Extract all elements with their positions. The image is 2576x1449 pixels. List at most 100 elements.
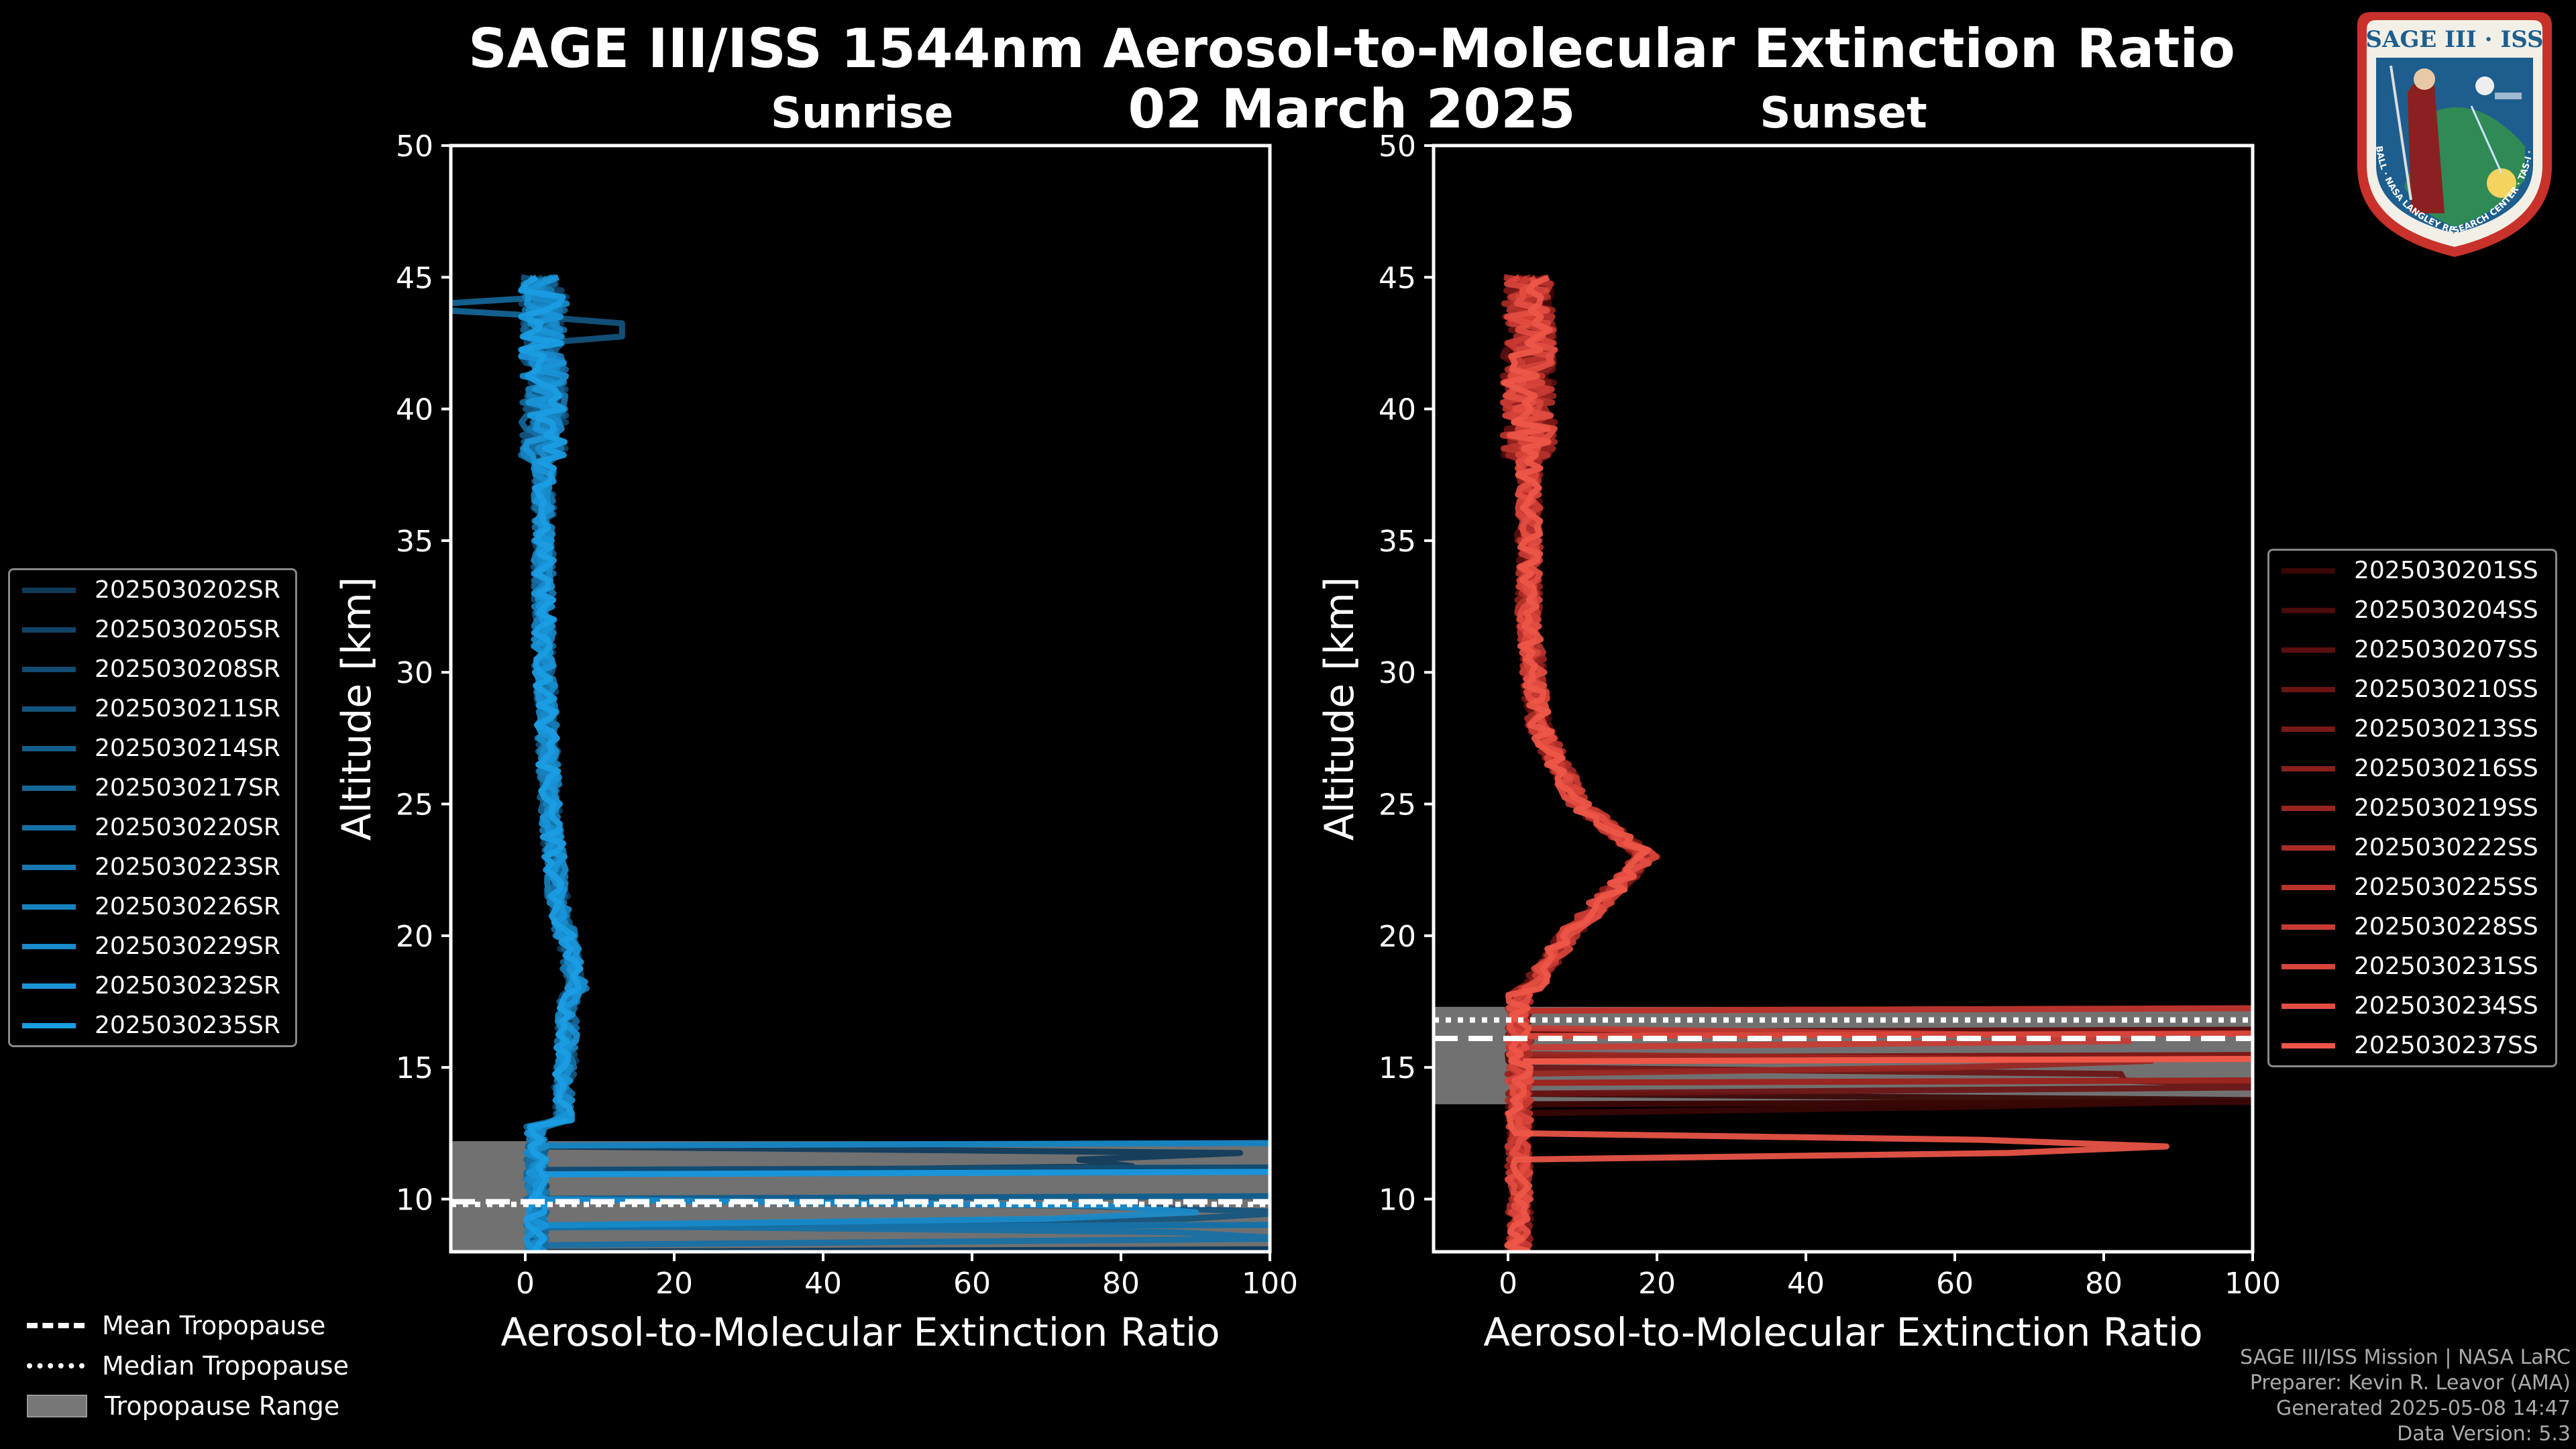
profile-line <box>1501 274 2169 1252</box>
sage-iii-iss-logo: SAGE III · ISS BALL · NASA LANGLEY RESEA… <box>2344 12 2552 257</box>
legend-label: 2025030219SS <box>2354 794 2538 822</box>
legend-swatch <box>22 824 76 830</box>
x-tick-label: 0 <box>516 1267 535 1301</box>
footer-line-2: Preparer: Kevin R. Leavor (AMA) <box>2249 1371 2571 1395</box>
legend-swatch <box>22 706 76 712</box>
legend-swatch <box>2282 686 2335 692</box>
legend-swatch <box>22 904 76 910</box>
x-tick-label: 60 <box>1936 1267 1974 1301</box>
profile-tail <box>540 1164 1270 1173</box>
chart-title: SAGE III/ISS 1544nm Aerosol-to-Molecular… <box>468 17 2235 80</box>
legend-swatch <box>22 666 76 672</box>
footer-credits: SAGE III/ISS Mission | NASA LaRC Prepare… <box>2240 1345 2571 1447</box>
y-tick-label: 25 <box>1379 788 1416 822</box>
legend-label: 2025030205SR <box>95 616 280 643</box>
legend-item: 2025030216SS <box>2269 749 2555 788</box>
legend-swatch <box>22 864 76 870</box>
x-tick-label: 80 <box>1102 1267 1140 1301</box>
legend-label: 2025030204SS <box>2354 596 2538 624</box>
chart-date: 02 March 2025 <box>1128 78 1576 140</box>
legend-range: Tropopause Range <box>20 1386 349 1426</box>
legend-label: 2025030232SR <box>95 972 280 1000</box>
y-axis-label: Altitude [km] <box>333 577 380 841</box>
y-axis-label: Altitude [km] <box>1316 577 1363 841</box>
legend-label: 2025030217SR <box>95 774 280 802</box>
legend-swatch <box>22 1022 76 1028</box>
legend-sunrise: 2025030202SR 2025030205SR 2025030208SR 2025… <box>8 568 297 1047</box>
legend-item: 2025030225SS <box>2269 867 2555 907</box>
profile-tail <box>1523 1005 2253 1014</box>
legend-swatch <box>22 745 76 751</box>
legend-label: 2025030235SR <box>95 1012 280 1039</box>
profile-line <box>520 274 1270 1252</box>
legend-label: 2025030202SR <box>95 576 280 604</box>
x-tick-label: 20 <box>655 1267 693 1301</box>
legend-swatch <box>2282 845 2335 851</box>
x-tick-label: 100 <box>1242 1267 1298 1301</box>
legend-label: 2025030213SS <box>2354 715 2538 743</box>
legend-swatch <box>2282 805 2335 811</box>
legend-swatch <box>2282 726 2335 732</box>
legend-swatch <box>2282 884 2335 890</box>
x-tick-label: 20 <box>1638 1267 1676 1301</box>
legend-swatch <box>22 627 76 633</box>
legend-label: 2025030208SR <box>95 655 280 683</box>
legend-label: 2025030214SR <box>95 735 280 762</box>
legend-label: 2025030223SR <box>95 853 280 881</box>
legend-label: 2025030228SS <box>2354 913 2538 941</box>
y-tick-label: 10 <box>1379 1183 1416 1217</box>
x-axis-label: Aerosol-to-Molecular Extinction Ratio <box>500 1309 1220 1355</box>
legend-label: 2025030225SS <box>2354 873 2538 901</box>
legend-item: 2025030220SR <box>10 808 295 847</box>
x-tick-label: 40 <box>804 1267 842 1301</box>
legend-label: 2025030231SS <box>2354 953 2538 980</box>
plot-panel-sunset: 0 20 40 60 80 100 10 15 20 25 30 35 40 45 50 Aerosol-to… <box>1316 129 2281 1355</box>
y-tick-label: 30 <box>396 656 433 690</box>
legend-item: 2025030228SS <box>2269 907 2555 947</box>
dotted-line-icon <box>27 1363 85 1368</box>
y-tick-label: 20 <box>1379 920 1416 954</box>
legend-median-label: Median Tropopause <box>102 1351 349 1381</box>
legend-item: 2025030201SS <box>2269 551 2555 590</box>
plot-panel-sunrise: 0 20 40 60 80 100 10 15 20 25 30 35 40 45 50 Aerosol-to… <box>333 129 1298 1355</box>
legend-item: 2025030208SR <box>10 649 295 689</box>
legend-swatch <box>22 785 76 791</box>
y-tick-label: 50 <box>396 129 433 164</box>
dashed-line-icon <box>27 1323 85 1328</box>
logo-text: SAGE III · ISS <box>2365 26 2543 53</box>
x-tick-label: 100 <box>2224 1267 2281 1301</box>
legend-sunset: 2025030201SS 2025030204SS 2025030207SS 2025… <box>2267 549 2557 1067</box>
legend-item: 2025030207SS <box>2269 630 2555 669</box>
legend-item: 2025030204SS <box>2269 590 2555 630</box>
y-tick-label: 40 <box>396 393 433 427</box>
x-axis-label: Aerosol-to-Molecular Extinction Ratio <box>1483 1309 2202 1355</box>
y-tick-label: 35 <box>1379 525 1416 559</box>
subtitle-sunrise: Sunrise <box>770 89 954 138</box>
subtitle-sunset: Sunset <box>1760 89 1927 138</box>
x-tick-label: 60 <box>953 1267 991 1301</box>
tropopause-legend: Mean Tropopause Median Tropopause Tropop… <box>20 1305 349 1426</box>
y-tick-label: 20 <box>396 920 433 954</box>
legend-swatch <box>2282 963 2335 969</box>
legend-item: 2025030214SR <box>10 729 295 768</box>
legend-label: 2025030216SS <box>2354 755 2538 782</box>
x-tick-label: 0 <box>1499 1267 1517 1301</box>
legend-item: 2025030226SR <box>10 887 295 926</box>
profile-tail <box>540 1140 1270 1149</box>
legend-item: 2025030205SR <box>10 610 295 649</box>
footer-line-1: SAGE III/ISS Mission | NASA LaRC <box>2240 1346 2571 1369</box>
profile-line <box>519 274 1270 1252</box>
y-tick-label: 45 <box>396 261 433 295</box>
legend-label: 2025030211SR <box>95 695 280 722</box>
profile-line <box>523 274 1244 1252</box>
legend-range-label: Tropopause Range <box>105 1391 340 1421</box>
legend-item: 2025030231SS <box>2269 947 2555 986</box>
legend-label: 2025030201SS <box>2354 557 2538 584</box>
x-tick-label: 80 <box>2085 1267 2123 1301</box>
legend-label: 2025030207SS <box>2354 636 2538 663</box>
legend-swatch <box>2282 765 2335 771</box>
legend-item: 2025030211SR <box>10 689 295 729</box>
legend-item: 2025030234SS <box>2269 986 2555 1026</box>
legend-item: 2025030229SR <box>10 926 295 966</box>
legend-label: 2025030220SR <box>95 814 280 841</box>
